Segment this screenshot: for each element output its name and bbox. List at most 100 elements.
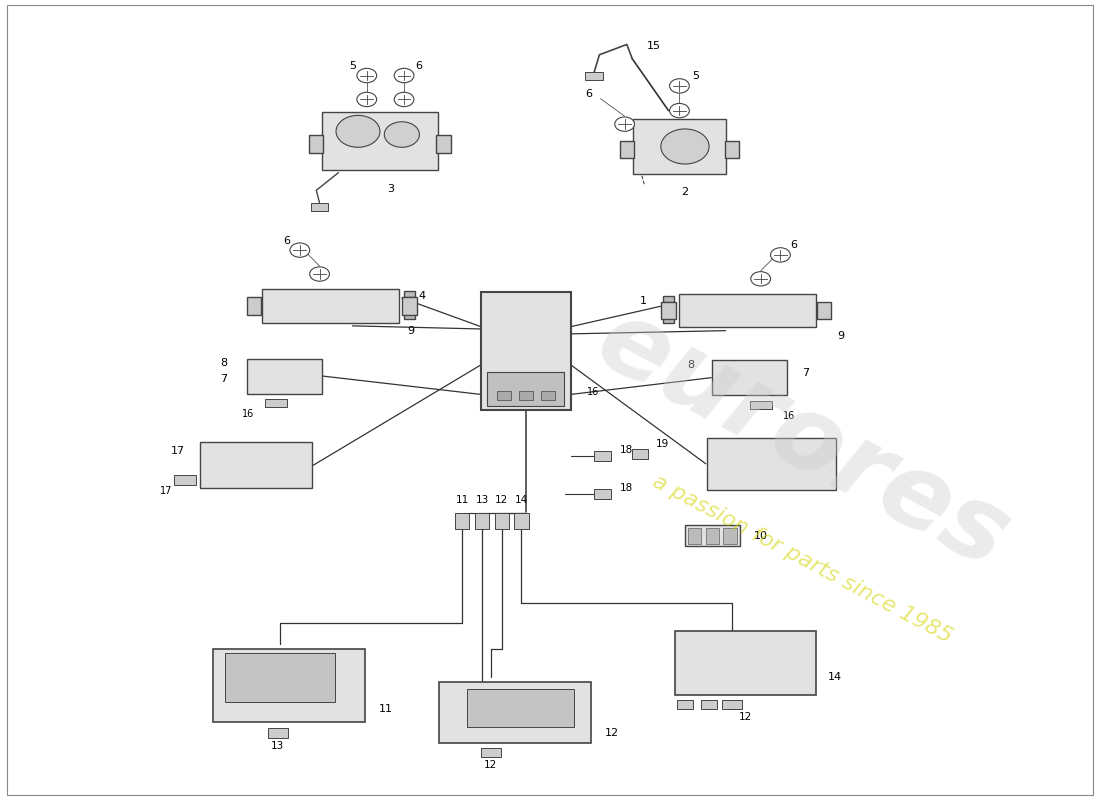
Bar bbox=[663, 317, 674, 323]
Text: 4: 4 bbox=[418, 291, 426, 302]
Bar bbox=[676, 700, 693, 710]
Bar bbox=[713, 360, 786, 395]
Text: 1: 1 bbox=[639, 296, 647, 306]
Text: 16: 16 bbox=[242, 410, 254, 419]
Text: 18: 18 bbox=[620, 446, 634, 455]
Text: 14: 14 bbox=[515, 495, 528, 506]
Text: 11: 11 bbox=[378, 704, 393, 714]
Bar bbox=[541, 391, 554, 400]
Bar bbox=[723, 700, 743, 710]
Bar bbox=[675, 631, 815, 695]
Text: a passion for parts since 1985: a passion for parts since 1985 bbox=[649, 472, 956, 647]
Circle shape bbox=[336, 115, 380, 147]
Bar bbox=[487, 372, 564, 406]
Text: 7: 7 bbox=[220, 374, 228, 384]
Text: 3: 3 bbox=[387, 184, 395, 194]
Bar bbox=[466, 689, 574, 727]
Circle shape bbox=[356, 92, 376, 106]
Text: 9: 9 bbox=[407, 326, 415, 337]
Bar bbox=[439, 682, 591, 743]
Bar bbox=[174, 475, 196, 485]
Bar bbox=[495, 514, 509, 529]
Text: 16: 16 bbox=[782, 411, 795, 421]
Bar bbox=[725, 700, 741, 710]
Bar bbox=[685, 525, 740, 546]
Bar bbox=[437, 135, 451, 153]
Bar bbox=[706, 527, 719, 543]
Bar bbox=[200, 442, 312, 489]
Bar bbox=[481, 291, 571, 410]
Bar bbox=[619, 141, 634, 158]
Bar bbox=[265, 399, 287, 407]
Circle shape bbox=[615, 117, 635, 131]
Circle shape bbox=[670, 103, 690, 118]
Text: 15: 15 bbox=[647, 41, 661, 51]
Bar bbox=[689, 527, 702, 543]
Circle shape bbox=[394, 92, 414, 106]
Bar bbox=[594, 489, 612, 499]
Bar bbox=[311, 203, 329, 211]
Bar bbox=[403, 297, 417, 314]
Text: 12: 12 bbox=[484, 760, 497, 770]
Text: 5: 5 bbox=[692, 70, 700, 81]
Bar bbox=[404, 298, 415, 304]
Bar bbox=[248, 358, 322, 394]
Bar bbox=[268, 729, 288, 738]
Text: 7: 7 bbox=[802, 368, 810, 378]
Text: eurores: eurores bbox=[580, 290, 1025, 590]
Text: 6: 6 bbox=[283, 235, 290, 246]
Bar bbox=[519, 391, 534, 400]
Bar bbox=[663, 310, 674, 316]
Text: 6: 6 bbox=[585, 89, 592, 99]
Bar bbox=[632, 119, 726, 174]
Bar bbox=[475, 514, 490, 529]
Bar bbox=[404, 305, 415, 311]
Bar bbox=[515, 514, 529, 529]
Bar bbox=[724, 527, 737, 543]
Text: 8: 8 bbox=[688, 360, 695, 370]
Bar bbox=[631, 449, 648, 459]
Bar bbox=[585, 72, 603, 80]
Text: 13: 13 bbox=[272, 741, 285, 751]
Bar bbox=[322, 112, 438, 170]
Circle shape bbox=[356, 68, 376, 82]
Bar bbox=[213, 649, 364, 722]
Text: 8: 8 bbox=[220, 358, 228, 368]
Bar bbox=[246, 297, 261, 314]
Circle shape bbox=[770, 248, 790, 262]
Text: 10: 10 bbox=[755, 530, 768, 541]
Text: 19: 19 bbox=[656, 439, 669, 449]
Text: 18: 18 bbox=[620, 483, 634, 494]
Bar bbox=[663, 295, 674, 302]
Text: 6: 6 bbox=[415, 61, 421, 71]
Text: 16: 16 bbox=[587, 387, 600, 397]
Text: 9: 9 bbox=[837, 331, 845, 342]
Circle shape bbox=[751, 272, 770, 286]
Circle shape bbox=[670, 78, 690, 93]
Circle shape bbox=[290, 243, 310, 258]
Bar bbox=[404, 290, 415, 297]
Bar bbox=[661, 302, 675, 319]
Circle shape bbox=[661, 129, 710, 164]
Bar bbox=[663, 302, 674, 309]
Text: 5: 5 bbox=[349, 61, 356, 71]
Bar bbox=[481, 747, 500, 757]
Bar bbox=[497, 391, 512, 400]
Text: 12: 12 bbox=[605, 728, 619, 738]
Bar bbox=[750, 401, 771, 409]
Circle shape bbox=[310, 267, 330, 282]
Bar bbox=[404, 312, 415, 318]
Bar bbox=[594, 450, 612, 461]
Circle shape bbox=[384, 122, 419, 147]
Text: 2: 2 bbox=[681, 187, 689, 197]
Bar bbox=[817, 302, 832, 319]
Text: 14: 14 bbox=[827, 673, 842, 682]
Circle shape bbox=[394, 68, 414, 82]
Text: 17: 17 bbox=[160, 486, 173, 496]
Bar bbox=[725, 141, 739, 158]
Text: 12: 12 bbox=[495, 495, 508, 506]
Text: 17: 17 bbox=[170, 446, 185, 456]
Bar bbox=[226, 653, 334, 702]
Bar bbox=[701, 700, 717, 710]
Bar bbox=[262, 289, 399, 322]
